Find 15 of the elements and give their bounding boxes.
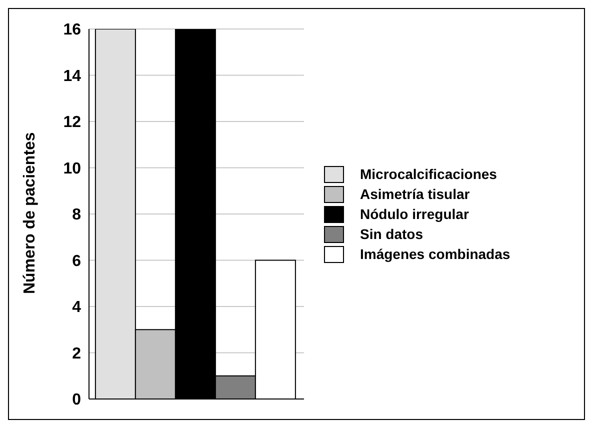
legend-label: Sin datos (360, 226, 424, 242)
legend-label: Microcalcificaciones (360, 166, 497, 182)
legend-label: Imágenes combinadas (360, 246, 510, 262)
y-tick-label: 0 (72, 392, 82, 409)
y-tick-label: 2 (72, 345, 82, 362)
legend-label: Nódulo irregular (360, 206, 469, 222)
y-axis-title: Número de pacientes (22, 132, 39, 294)
y-tick-label: 6 (72, 252, 82, 270)
y-tick-label: 10 (63, 160, 82, 178)
y-tick-label: 8 (72, 206, 82, 224)
y-tick-label: 14 (63, 68, 82, 85)
y-tick-label: 4 (72, 299, 82, 316)
y-tick-label: 12 (63, 114, 82, 132)
legend-label: Asimetría tisular (360, 186, 470, 202)
y-tick-label: 16 (63, 22, 82, 39)
